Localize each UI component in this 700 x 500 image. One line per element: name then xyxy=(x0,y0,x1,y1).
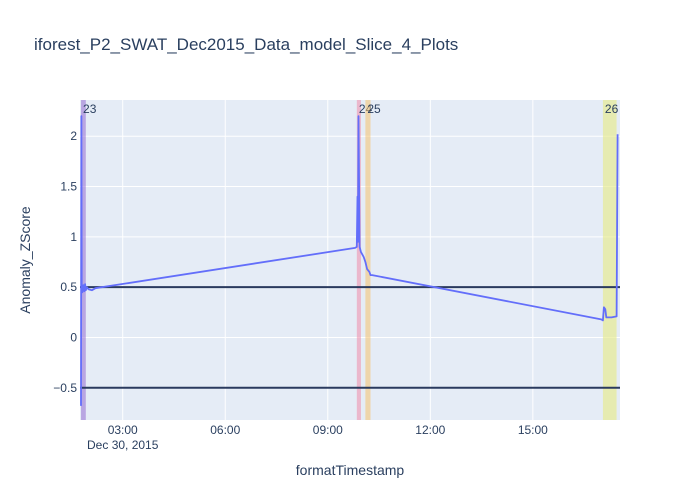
x-tick-label: 03:00 xyxy=(108,423,138,437)
anomaly-band xyxy=(602,100,617,420)
series-layer xyxy=(80,115,619,406)
x-tick-label: 15:00 xyxy=(518,423,548,437)
chart-title: iforest_P2_SWAT_Dec2015_Data_model_Slice… xyxy=(34,35,458,54)
y-tick-label: 1 xyxy=(70,230,77,244)
anomaly-band-label: 26 xyxy=(605,102,619,116)
threshold-lines xyxy=(80,286,620,389)
y-tick-label: 0.5 xyxy=(60,280,77,294)
anomaly-band-label: 25 xyxy=(367,102,381,116)
anomaly-band xyxy=(356,100,361,420)
y-tick-label: −0.5 xyxy=(53,381,77,395)
y-tick-label: 0 xyxy=(70,330,77,344)
anomaly-band xyxy=(365,100,371,420)
anomaly-band xyxy=(81,100,86,420)
x-axis-ticks: 03:00 06:00 09:00 12:00 15:00 xyxy=(108,423,548,437)
x-tick-label: 06:00 xyxy=(210,423,240,437)
x-axis-title: formatTimestamp xyxy=(296,462,405,478)
x-axis-date-label: Dec 30, 2015 xyxy=(87,438,159,452)
y-tick-label: 2 xyxy=(70,129,77,143)
x-tick-label: 12:00 xyxy=(415,423,445,437)
y-axis-title: Anomaly_ZScore xyxy=(17,206,33,314)
y-axis-ticks: −0.5 0 0.5 1 1.5 2 xyxy=(53,129,77,395)
anomaly-band-label: 23 xyxy=(83,102,97,116)
y-tick-label: 1.5 xyxy=(60,180,77,194)
series-line xyxy=(80,115,619,406)
plot-area xyxy=(80,100,620,420)
anomaly-bands: 23242526 xyxy=(81,100,619,420)
x-tick-label: 09:00 xyxy=(313,423,343,437)
